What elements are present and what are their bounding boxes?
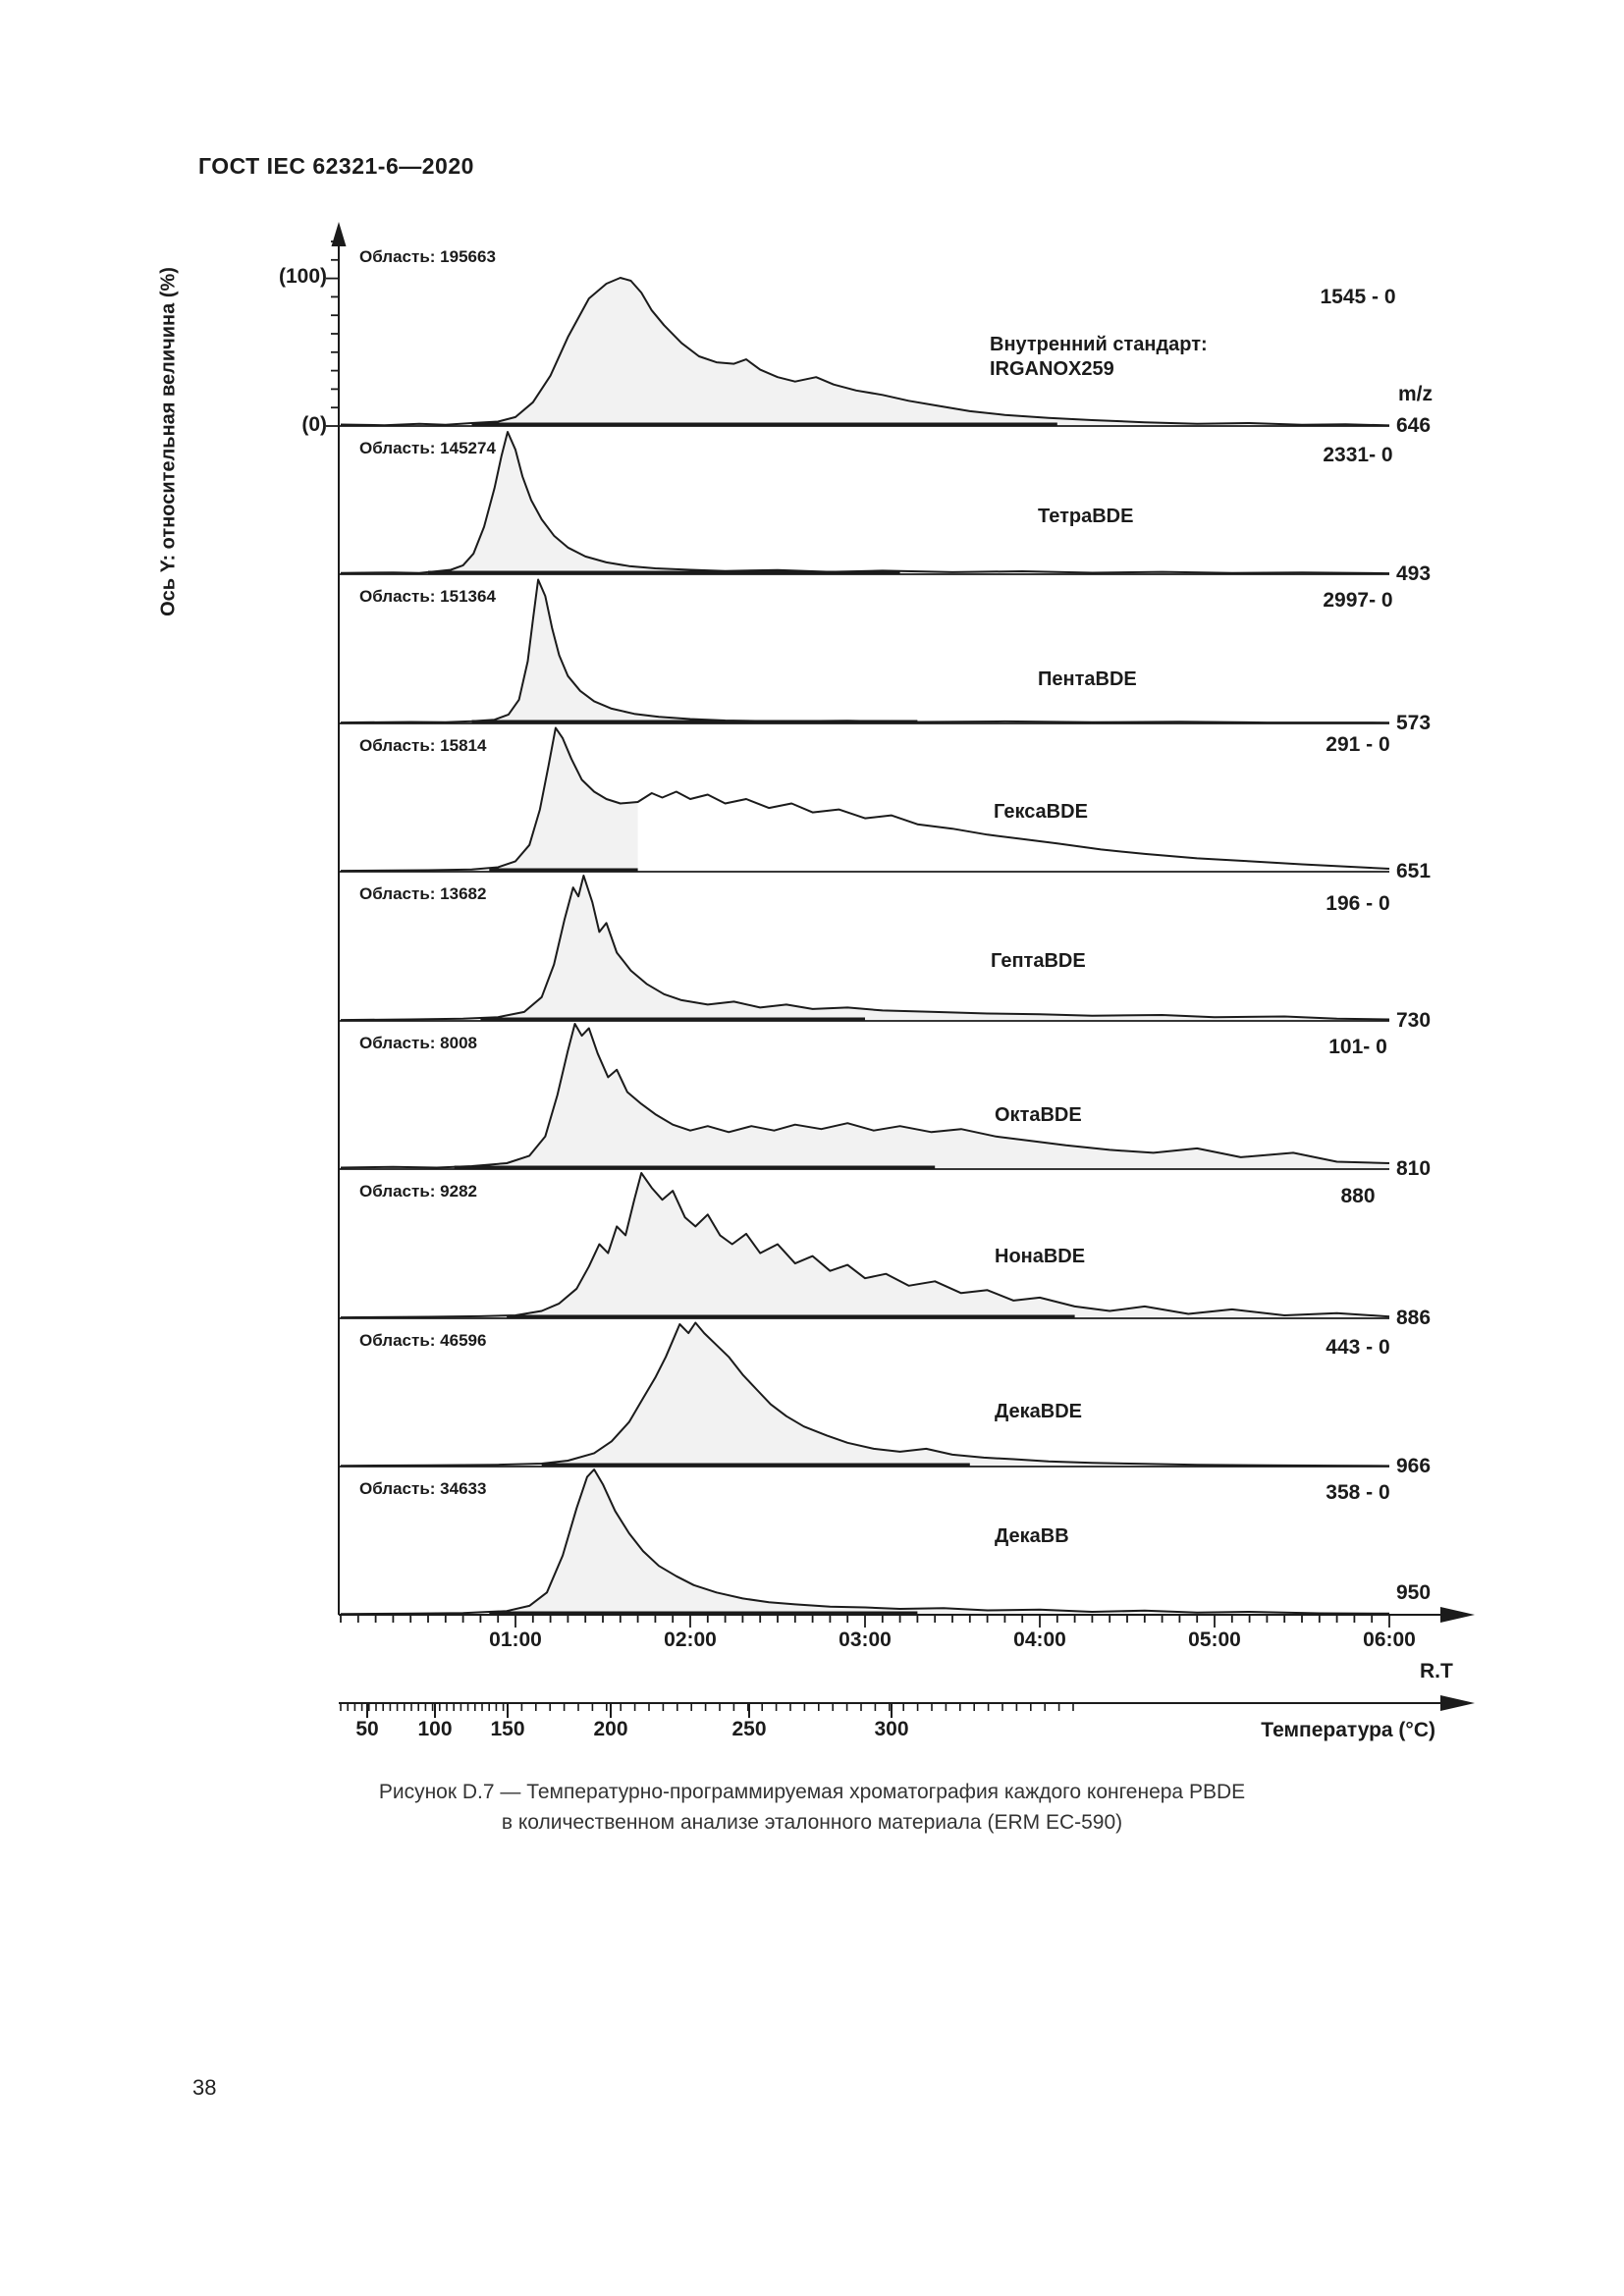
temp-tick-label: 200 [593,1718,628,1740]
panel-area-label: Область: 151364 [359,587,496,606]
panel-area-label: Область: 9282 [359,1182,477,1201]
panel-area-label: Область: 15814 [359,736,487,755]
figure-caption-line1: Рисунок D.7 — Температурно-программируем… [378,1781,1246,1803]
temp-tick-label: 300 [874,1718,909,1740]
panel-mz-label: 651 [1396,860,1432,882]
panel-code-label: 2997- 0 [1323,589,1393,612]
panel-code-label: 443 - 0 [1326,1336,1390,1359]
panel-area-label: Область: 34633 [359,1479,487,1498]
panel-code-label: 2331- 0 [1323,444,1393,466]
x-tick-label: 02:00 [664,1629,717,1651]
panel-code-label: 196 - 0 [1326,892,1390,915]
figure-caption-line2: в количественном анализе эталонного мате… [501,1811,1123,1834]
x-tick-label: 06:00 [1363,1629,1416,1651]
x-tick-label: 01:00 [489,1629,542,1651]
panel-mz-label: 573 [1396,712,1432,734]
y-tick-0: (0) [301,413,327,436]
panel-area-label: Область: 46596 [359,1331,487,1350]
panel-name-label: Внутренний стандарт: IRGANOX259 [990,334,1208,380]
page-number: 38 [192,2075,217,2100]
panel-code-label: 358 - 0 [1326,1481,1390,1504]
x-axis-title: R.T [1420,1660,1453,1682]
panel-name-label: ОктаBDE [995,1104,1082,1126]
panel-code-label: 291 - 0 [1326,733,1390,756]
panel-mz-label: 886 [1396,1307,1432,1329]
temp-tick-label: 50 [355,1718,379,1740]
panel-name-label: ДекаBDE [995,1401,1082,1422]
mz-column-header: m/z [1398,383,1434,405]
panel-name-label: ДекаBB [995,1525,1069,1547]
temp-tick-label: 100 [417,1718,453,1740]
x-tick-label: 05:00 [1188,1629,1241,1651]
panel-mz-label: 810 [1396,1157,1432,1180]
panel-code-label: 880 [1340,1185,1376,1207]
x-tick-label: 03:00 [839,1629,892,1651]
y-tick-100: (100) [278,265,327,288]
panel-mz-label: 493 [1396,562,1432,585]
panel-area-label: Область: 13682 [359,884,487,903]
panel-code-label: 101- 0 [1328,1036,1387,1058]
panel-area-label: Область: 145274 [359,439,496,457]
panel-area-label: Область: 195663 [359,247,496,266]
temp-tick-label: 250 [731,1718,767,1740]
panel-mz-label: 730 [1396,1009,1432,1032]
panel-mz-label: 966 [1396,1455,1432,1477]
panel-name-label: ПентаBDE [1038,668,1137,690]
panel-name-label: НонаBDE [995,1246,1086,1267]
temp-tick-label: 150 [490,1718,525,1740]
x-tick-label: 04:00 [1013,1629,1066,1651]
panel-code-label: 1545 - 0 [1320,286,1396,308]
panel-name-label: ТетраBDE [1038,506,1134,527]
panel-name-label: ГептаBDE [991,950,1086,972]
panel-mz-label: 646 [1396,414,1432,437]
panel-name-label: ГексаBDE [994,801,1088,823]
temp-axis-title: Температура (°С) [1261,1719,1435,1741]
panel-mz-label: 950 [1396,1581,1432,1604]
panel-area-label: Область: 8008 [359,1034,477,1052]
document-header: ГОСТ IEC 62321-6—2020 [198,153,474,179]
